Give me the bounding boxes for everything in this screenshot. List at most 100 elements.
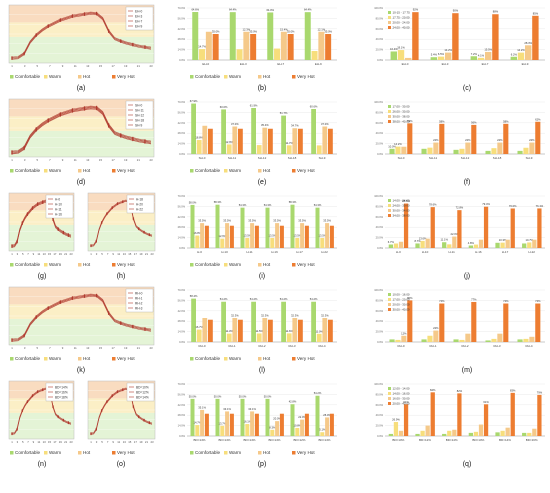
panel-letter: (p) bbox=[258, 461, 267, 468]
bar-data-label: 16.4% bbox=[390, 47, 398, 51]
bar2-legend-swatch bbox=[388, 402, 391, 405]
bar-x-tick-label: BD=14% bbox=[219, 438, 231, 442]
bar-y-tick-label: 70.0% bbox=[178, 6, 186, 10]
bar-data-label: 22% bbox=[433, 138, 439, 142]
line-x-tick-label: 15 bbox=[128, 252, 132, 256]
bar-data-label: 32.3% bbox=[261, 314, 269, 318]
bar-data-label: 33.5% bbox=[198, 219, 206, 223]
bar-hot bbox=[250, 411, 255, 436]
line-x-tick-label: 21 bbox=[137, 158, 141, 162]
bar-warm bbox=[527, 242, 532, 248]
bar-comfortable bbox=[240, 398, 245, 436]
legend-label: Warm bbox=[229, 74, 241, 79]
line-point bbox=[36, 391, 39, 394]
bar-warm bbox=[427, 147, 433, 154]
bar2-legend-label: 38.00 - 40.00 bbox=[393, 120, 410, 124]
line-legend-label: BD=14% bbox=[55, 386, 68, 390]
bar-hot bbox=[202, 125, 208, 154]
bar-data-label: 11.3% bbox=[225, 329, 233, 333]
line-legend-label: EH-9 bbox=[135, 25, 142, 29]
legend-swatch bbox=[78, 451, 82, 455]
line-point bbox=[36, 204, 39, 206]
bar-warm bbox=[420, 430, 425, 436]
bar-y-tick-label: 14.0% bbox=[178, 236, 186, 240]
bar-warm bbox=[420, 240, 425, 248]
panel-letter: (n) bbox=[38, 461, 47, 468]
bar-hot bbox=[401, 335, 407, 342]
line-point bbox=[90, 433, 92, 436]
line-point bbox=[143, 232, 145, 234]
line-legend-label: SH-9 bbox=[135, 124, 142, 128]
line-x-tick-label: 9 bbox=[33, 440, 35, 444]
bar-data-label: 64.0% bbox=[266, 8, 274, 12]
bar-comfortable bbox=[495, 242, 500, 248]
bar-very-hot bbox=[268, 128, 273, 154]
bar-very-hot bbox=[268, 319, 273, 342]
legend-label: Comfortable bbox=[15, 74, 40, 79]
bar-x-tick-label: EH-9 bbox=[315, 62, 322, 66]
legend-label: Very Hot bbox=[297, 168, 315, 173]
bar-data-label: 35.1% bbox=[198, 405, 206, 409]
line-point bbox=[42, 389, 44, 392]
legend-label: Hot bbox=[83, 74, 91, 79]
legend-swatch bbox=[190, 451, 194, 455]
bar-very-hot bbox=[328, 319, 333, 342]
legend-swatch bbox=[112, 75, 116, 79]
bar-comfortable bbox=[453, 339, 459, 342]
bar-data-label: 6.5% bbox=[438, 52, 445, 56]
line-x-tick-label: 5 bbox=[101, 252, 103, 256]
bar-plot-bg bbox=[385, 8, 545, 60]
bar-hot bbox=[250, 223, 255, 248]
bar-comfortable bbox=[265, 207, 270, 248]
bar-data-label: 32.3% bbox=[231, 314, 239, 318]
bar-data-label: 11.5% bbox=[255, 329, 263, 333]
line-x-tick-label: 15 bbox=[48, 252, 52, 256]
line-legend-box bbox=[126, 194, 155, 214]
bar-comfortable bbox=[251, 301, 256, 342]
panel-letter: (o) bbox=[117, 461, 126, 468]
bar-data-label: 58% bbox=[439, 119, 445, 123]
bar2-legend-swatch bbox=[388, 204, 391, 207]
line-point bbox=[42, 202, 44, 204]
line-x-tick-label: 11 bbox=[74, 64, 77, 68]
line-series-3 bbox=[11, 201, 72, 248]
bar2-legend-label: 17.75 - 20.00 bbox=[393, 16, 410, 20]
bar-very-hot bbox=[537, 208, 542, 248]
line-x-tick-label: 5 bbox=[101, 440, 103, 444]
bar-data-label: 14.2% bbox=[394, 142, 402, 146]
line-point bbox=[52, 219, 54, 221]
bar-warm bbox=[220, 425, 225, 436]
line-point bbox=[16, 242, 18, 244]
line-x-tick-label: 13 bbox=[43, 440, 47, 444]
legend-label: Hot bbox=[83, 262, 91, 267]
line-legend-label: SH-12 bbox=[135, 114, 144, 118]
line-x-tick-label: 23 bbox=[149, 64, 153, 68]
bar-comfortable bbox=[522, 243, 527, 248]
legend-swatch bbox=[112, 357, 116, 361]
bar-comfortable bbox=[304, 12, 311, 60]
bar2-legend-label: 30.00 - 38.00 bbox=[393, 115, 410, 119]
line-x-tick-label: 9 bbox=[62, 346, 64, 350]
bar-x-tick-label: EH-3 bbox=[240, 62, 247, 66]
bar-y-tick-label: 28.0% bbox=[178, 37, 186, 41]
line-legend-label: SH-0 bbox=[135, 104, 142, 108]
legend-swatch bbox=[190, 75, 194, 79]
bar-data-label: 33.5% bbox=[223, 219, 231, 223]
legend-swatch bbox=[10, 263, 14, 267]
line-point bbox=[47, 121, 49, 123]
line-point bbox=[107, 31, 110, 33]
bar-warm bbox=[500, 242, 505, 248]
line-x-tick-label: 3 bbox=[17, 440, 19, 444]
bar-hot bbox=[525, 45, 532, 60]
panel-letter: (m) bbox=[462, 367, 473, 374]
bar-hot bbox=[322, 318, 328, 342]
bar-hot bbox=[478, 239, 484, 248]
panel-letter: (q) bbox=[463, 461, 472, 468]
bar-data-label: 61% bbox=[403, 400, 409, 404]
bar-hot bbox=[452, 236, 457, 248]
bar-data-label: 10.3% bbox=[499, 238, 507, 242]
legend-label: Hot bbox=[263, 74, 271, 79]
bar-very-hot bbox=[328, 128, 333, 154]
bar-data-label: 22.0% bbox=[298, 415, 306, 419]
line-x-tick-label: 11 bbox=[117, 440, 120, 444]
